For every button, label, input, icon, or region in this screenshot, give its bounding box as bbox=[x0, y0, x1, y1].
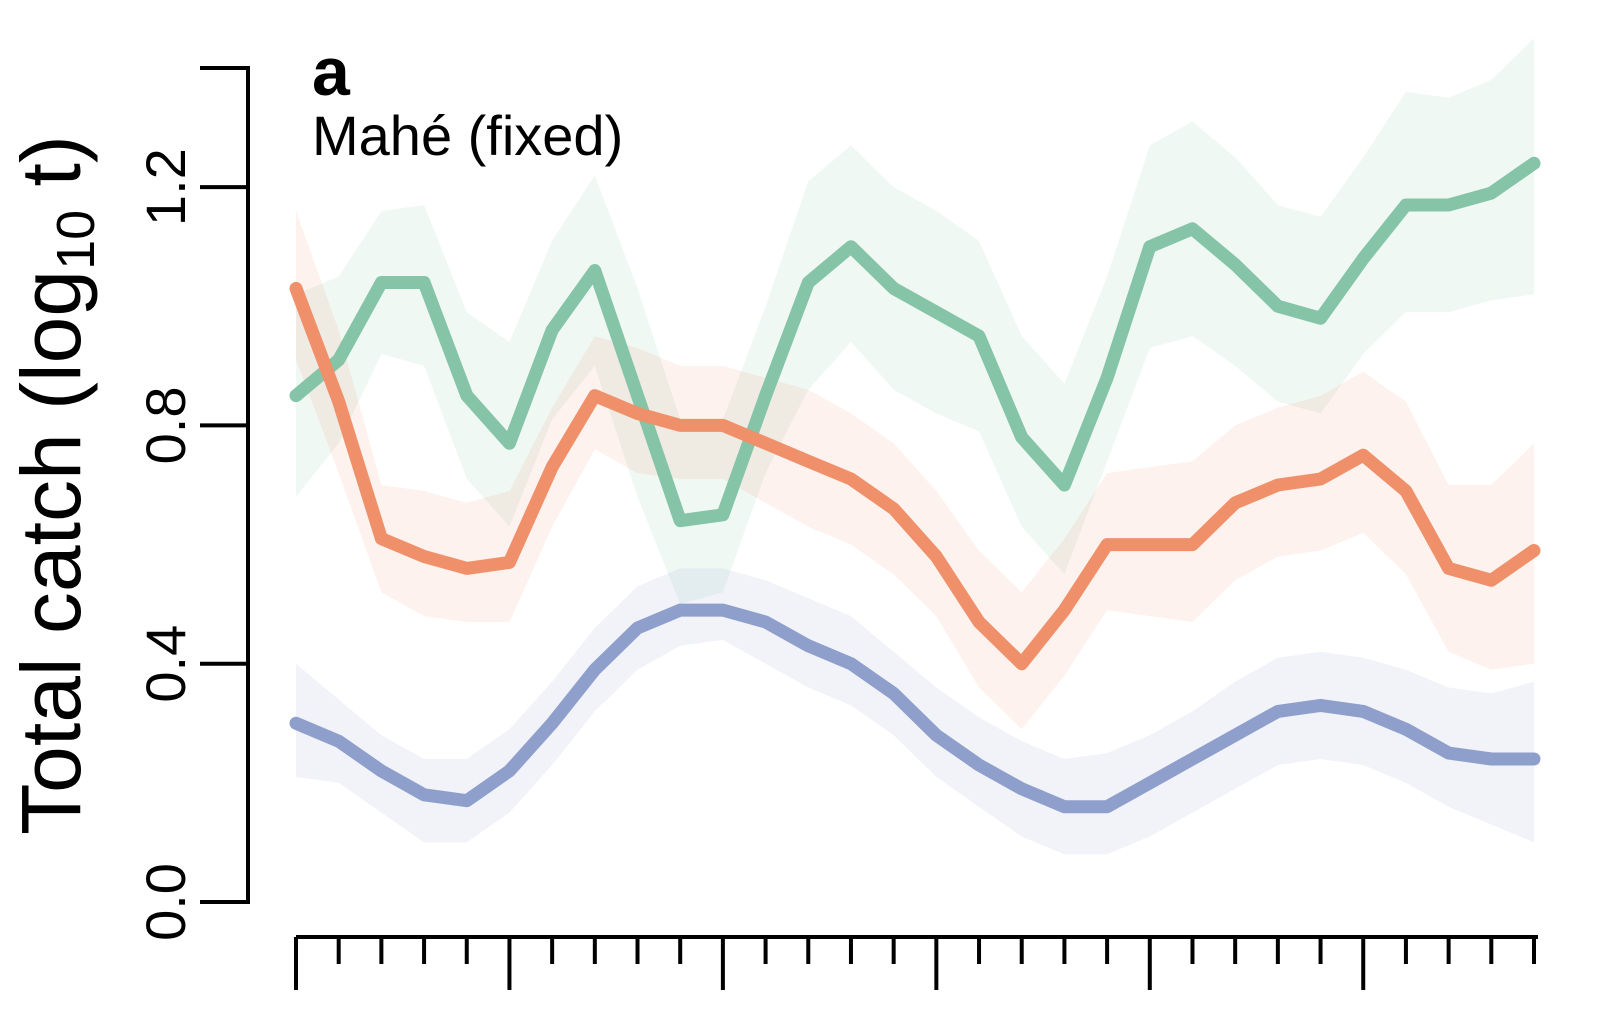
series-2-band bbox=[296, 211, 1534, 730]
series-3-line bbox=[289, 603, 1541, 814]
panel-label: a bbox=[312, 34, 351, 110]
series-1-line bbox=[289, 156, 1541, 528]
y-ticks: 0.0 0.4 0.8 1.2 bbox=[134, 66, 248, 941]
y-axis-label-main: Total catch (log bbox=[4, 270, 98, 835]
y-axis-label-subscript: 10 bbox=[46, 210, 106, 270]
series-2-line bbox=[289, 281, 1541, 671]
y-axis-label: Total catch (log10 t) bbox=[4, 135, 106, 835]
y-tick-label: 1.2 bbox=[134, 148, 197, 226]
series-lines bbox=[289, 156, 1541, 814]
y-axis-label-tail: t) bbox=[4, 135, 98, 210]
x-ticks bbox=[294, 937, 1536, 990]
series-1-band bbox=[296, 38, 1534, 605]
y-axis: 0.0 0.4 0.8 1.2 bbox=[134, 66, 250, 941]
y-tick-label: 0.8 bbox=[134, 386, 197, 464]
y-tick-label: 0.0 bbox=[134, 863, 197, 941]
y-tick-label: 0.4 bbox=[134, 625, 197, 703]
x-axis bbox=[294, 935, 1538, 990]
panel-subtitle: Mahé (fixed) bbox=[312, 104, 623, 167]
